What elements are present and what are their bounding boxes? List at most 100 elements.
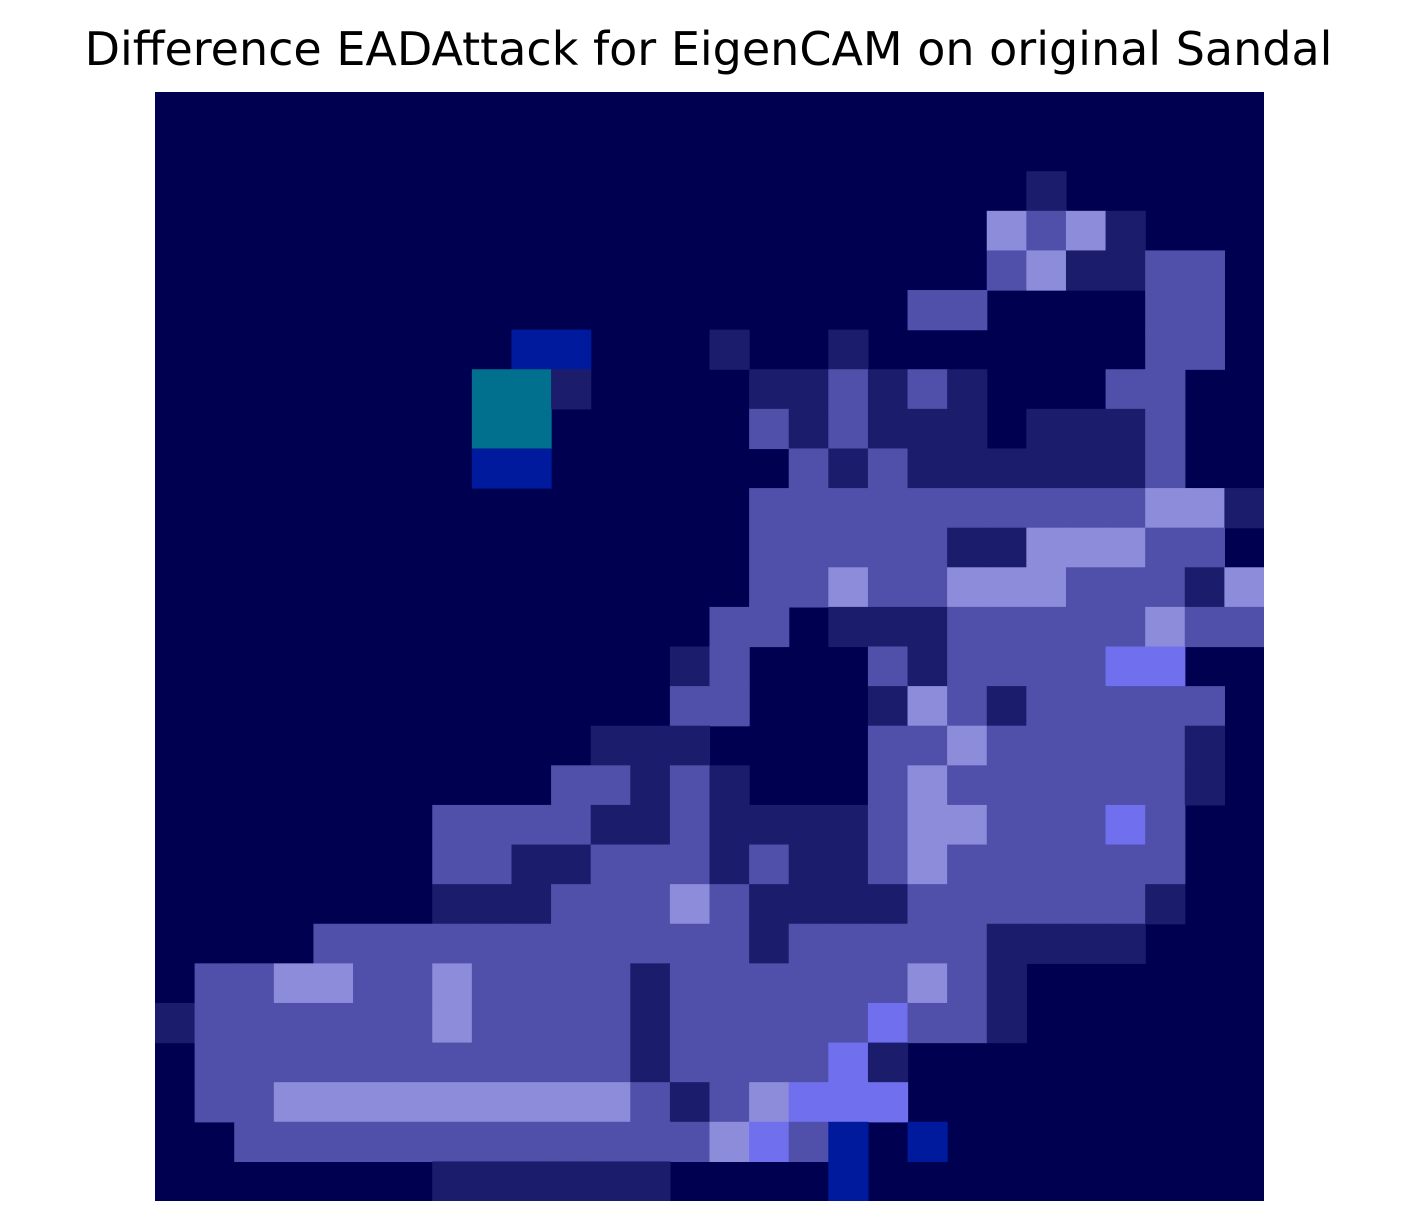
heatmap-cell	[749, 606, 790, 648]
heatmap-cell	[669, 765, 711, 806]
heatmap-cell	[1145, 686, 1186, 727]
heatmap-cell	[590, 923, 631, 964]
heatmap-cell	[947, 527, 988, 568]
heatmap-cell	[590, 1121, 631, 1162]
heatmap-cell	[986, 250, 1027, 291]
heatmap-cell	[511, 1121, 552, 1162]
heatmap-cell	[590, 1042, 631, 1083]
heatmap-cell	[867, 646, 909, 687]
heatmap-cell	[947, 290, 988, 331]
heatmap-cell	[828, 1042, 869, 1083]
heatmap-cell	[1065, 210, 1107, 252]
heatmap-cell	[907, 765, 948, 806]
heatmap-cell	[353, 1002, 394, 1044]
heatmap-cell	[1145, 765, 1186, 806]
heatmap-cell	[867, 1082, 909, 1123]
heatmap-cell	[709, 606, 750, 648]
heatmap-cell	[273, 1042, 315, 1083]
heatmap-cell	[749, 527, 790, 568]
heatmap-cell	[1184, 765, 1225, 806]
heatmap-cell	[590, 1161, 631, 1201]
heatmap-cell	[511, 1042, 552, 1083]
heatmap-cell	[788, 1042, 829, 1083]
heatmap-cell	[709, 1121, 750, 1162]
heatmap-cell	[1026, 250, 1067, 291]
heatmap-cell	[590, 1082, 631, 1123]
heatmap-cell	[1145, 290, 1186, 331]
heatmap-cell	[907, 290, 948, 331]
heatmap-cell	[1026, 844, 1067, 885]
heatmap-cell	[313, 963, 354, 1004]
heatmap-cell	[630, 923, 671, 964]
heatmap-cell	[511, 1161, 552, 1201]
heatmap-cell	[1145, 329, 1186, 370]
heatmap-cell	[669, 1082, 711, 1123]
heatmap-cell	[867, 804, 909, 846]
heatmap-cell	[313, 923, 354, 964]
heatmap-cell	[392, 1042, 433, 1083]
heatmap-cell	[669, 725, 711, 766]
heatmap-cell	[1065, 448, 1107, 489]
heatmap-cell	[630, 1002, 671, 1044]
heatmap-cell	[432, 804, 473, 846]
heatmap-cell	[907, 923, 948, 964]
heatmap-cell	[1105, 884, 1146, 925]
heatmap-cell	[907, 725, 948, 766]
heatmap-cell	[630, 1121, 671, 1162]
heatmap-cell	[947, 804, 988, 846]
heatmap-cell	[788, 844, 829, 885]
heatmap-cell	[709, 1042, 750, 1083]
heatmap-cell	[867, 1002, 909, 1044]
heatmap-cell	[788, 884, 829, 925]
heatmap-cell	[1224, 567, 1264, 608]
heatmap-cell	[432, 1161, 473, 1201]
heatmap-cell	[947, 448, 988, 489]
heatmap-cell	[907, 844, 948, 885]
heatmap-cell	[867, 923, 909, 964]
heatmap-cell	[947, 646, 988, 687]
heatmap-cell	[1145, 884, 1186, 925]
heatmap-cell	[1145, 646, 1186, 687]
heatmap-cell	[669, 1002, 711, 1044]
heatmap-cell	[749, 488, 790, 529]
heatmap-cell	[353, 963, 394, 1004]
heatmap-cell	[669, 804, 711, 846]
heatmap-cell	[669, 1042, 711, 1083]
heatmap-cell	[986, 1002, 1027, 1044]
heatmap-cell	[788, 1121, 829, 1162]
heatmap-cell	[432, 1121, 473, 1162]
heatmap-cell	[1145, 567, 1186, 608]
heatmap-cell	[788, 963, 829, 1004]
heatmap-cell	[1184, 567, 1225, 608]
heatmap-cell	[788, 567, 829, 608]
heatmap-cell	[709, 765, 750, 806]
heatmap-cell	[947, 1002, 988, 1044]
heatmap-cell	[234, 1002, 275, 1044]
heatmap-cell	[947, 725, 988, 766]
heatmap-cell	[947, 686, 988, 727]
heatmap	[155, 92, 1264, 1201]
heatmap-cell	[1065, 606, 1107, 648]
heatmap-cell	[1065, 844, 1107, 885]
heatmap-cell	[471, 408, 513, 450]
heatmap-cell	[471, 884, 513, 925]
heatmap-cell	[234, 1121, 275, 1162]
heatmap-cell	[867, 884, 909, 925]
heatmap-cell	[947, 488, 988, 529]
heatmap-cell	[1026, 567, 1067, 608]
heatmap-cell	[353, 923, 394, 964]
heatmap-cell	[630, 725, 671, 766]
heatmap-cell	[986, 567, 1027, 608]
heatmap-cell	[986, 804, 1027, 846]
heatmap-cell	[551, 1082, 592, 1123]
heatmap-cell	[1105, 369, 1146, 410]
heatmap-cell	[986, 923, 1027, 964]
heatmap-cell	[313, 1042, 354, 1083]
heatmap-cell	[392, 1082, 433, 1123]
heatmap-cell	[471, 1002, 513, 1044]
heatmap-cell	[947, 844, 988, 885]
heatmap-cell	[511, 923, 552, 964]
heatmap-cell	[234, 963, 275, 1004]
heatmap-cell	[1145, 606, 1186, 648]
heatmap-cell	[709, 646, 750, 687]
